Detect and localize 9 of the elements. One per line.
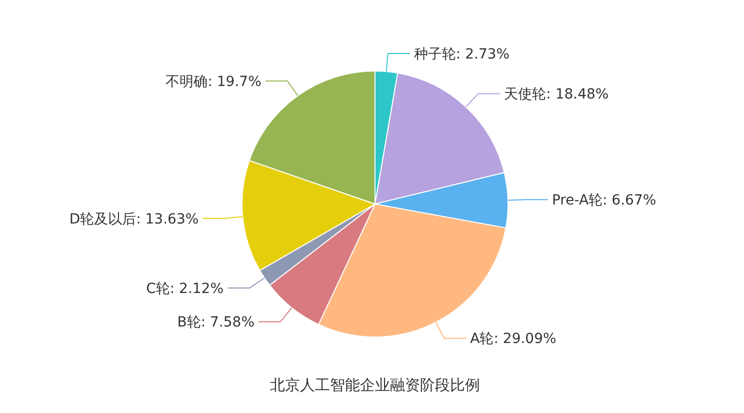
text: 北京人工智能企业融资阶段比例	[270, 376, 480, 394]
slice-label: C轮: 2.12%	[146, 280, 224, 297]
slice-label: 天使轮: 18.48%	[504, 86, 609, 103]
slice-label: D轮及以后: 13.63%	[69, 211, 199, 228]
slice-label: 种子轮: 2.73%	[414, 46, 510, 62]
slice-label: Pre-A轮: 6.67%	[552, 192, 656, 209]
slice-label: A轮: 29.09%	[470, 331, 556, 348]
slice-label: 不明确: 19.7%	[166, 74, 262, 90]
slice-label: B轮: 7.58%	[177, 314, 255, 331]
